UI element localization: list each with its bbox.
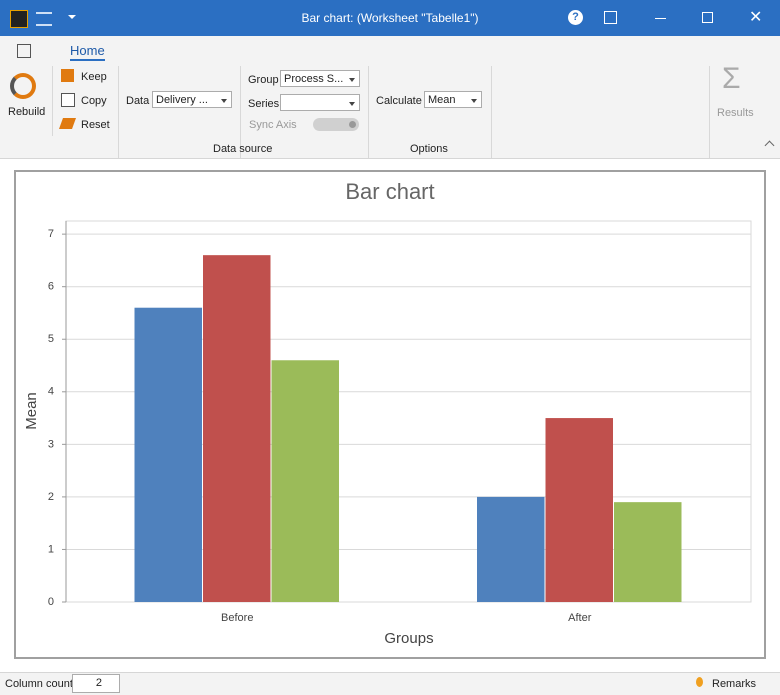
results-icon: Σ — [722, 62, 741, 96]
options-group-label: Options — [410, 143, 448, 155]
chart-title: Bar chart — [345, 179, 434, 204]
home-tab[interactable]: Home — [70, 43, 105, 61]
series-dropdown[interactable] — [280, 94, 360, 111]
x-axis-label: Groups — [384, 630, 433, 647]
close-button[interactable]: ✕ — [749, 7, 762, 27]
y-tick-label: 4 — [48, 386, 54, 398]
x-tick-label: Before — [221, 612, 253, 624]
x-tick-label: After — [568, 612, 592, 624]
sync-axis-label: Sync Axis — [249, 119, 297, 131]
y-tick-label: 7 — [48, 228, 54, 240]
bar — [272, 360, 340, 602]
y-tick-label: 5 — [48, 333, 54, 345]
data-source-group-label: Data source — [213, 143, 272, 155]
collapse-ribbon[interactable] — [765, 141, 775, 151]
reset-icon — [59, 118, 76, 129]
title-bar: Bar chart: (Worksheet "Tabelle1") ? ✕ — [0, 0, 780, 36]
bar — [546, 418, 614, 602]
keep-button[interactable]: Keep — [81, 71, 107, 83]
group-dropdown[interactable]: Process S... — [280, 70, 360, 87]
group-label: Group — [248, 74, 279, 86]
data-label: Data — [126, 95, 149, 107]
column-count-label: Column count — [5, 678, 73, 690]
minimize-button[interactable] — [655, 18, 666, 19]
file-menu[interactable] — [17, 44, 31, 58]
data-dropdown[interactable]: Delivery ... — [152, 91, 232, 108]
y-tick-label: 2 — [48, 491, 54, 503]
copy-icon — [61, 93, 75, 107]
y-tick-label: 6 — [48, 281, 54, 293]
status-bar: Column count 2 Remarks — [0, 672, 780, 695]
y-tick-label: 0 — [48, 596, 54, 608]
layout-button[interactable] — [604, 11, 617, 24]
calculate-label: Calculate — [376, 95, 422, 107]
series-label: Series — [248, 98, 279, 110]
column-count-spinner[interactable]: 2 — [72, 674, 120, 693]
keep-icon — [61, 69, 74, 82]
rebuild-icon — [10, 73, 36, 99]
copy-button[interactable]: Copy — [81, 95, 107, 107]
bar — [614, 502, 682, 602]
bar — [135, 308, 203, 602]
maximize-button[interactable] — [702, 12, 713, 23]
rebuild-button[interactable]: Rebuild — [8, 106, 45, 118]
calculate-dropdown[interactable]: Mean — [424, 91, 482, 108]
remarks-icon — [696, 677, 703, 687]
bar — [477, 497, 545, 602]
y-axis-label: Mean — [23, 392, 40, 430]
sync-axis-toggle[interactable] — [313, 118, 359, 131]
bar — [203, 255, 271, 602]
reset-button[interactable]: Reset — [81, 119, 110, 131]
y-tick-label: 3 — [48, 438, 54, 450]
y-tick-label: 1 — [48, 543, 54, 555]
chart: Bar chart Mean Groups 0 1 2 3 4 5 6 7 Before Afte… — [14, 170, 766, 659]
ribbon: Home Rebuild Keep Copy Reset Data Delive… — [0, 36, 780, 159]
results-button[interactable]: Results — [717, 107, 754, 119]
remarks-button[interactable]: Remarks — [712, 678, 756, 690]
